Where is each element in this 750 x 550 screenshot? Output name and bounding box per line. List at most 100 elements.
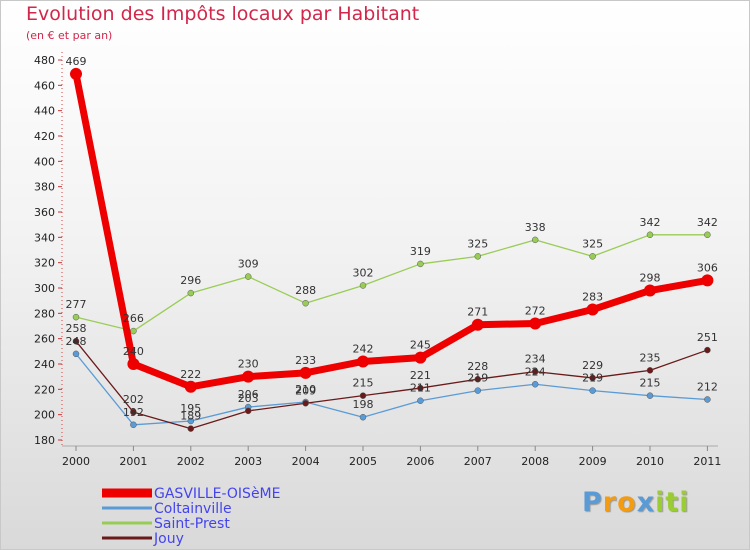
data-label: 224 xyxy=(525,365,546,378)
x-tick-label: 2005 xyxy=(349,455,377,468)
data-label: 233 xyxy=(295,354,316,367)
data-point xyxy=(187,425,195,432)
series-jouy xyxy=(72,337,711,432)
series-saint-prest xyxy=(72,231,711,335)
data-point xyxy=(704,231,711,239)
data-point xyxy=(646,392,654,399)
data-label: 202 xyxy=(123,393,144,406)
data-label: 258 xyxy=(66,322,87,335)
data-point xyxy=(417,397,424,404)
data-label: 230 xyxy=(238,358,259,371)
proxiti-logo: Proxiti xyxy=(582,487,690,518)
y-tick-label: 400 xyxy=(34,155,55,168)
data-point xyxy=(589,387,596,394)
logo-letter: o xyxy=(617,487,637,518)
y-tick-label: 420 xyxy=(34,130,55,143)
logo-letter: x xyxy=(636,487,656,518)
legend-label: Coltainville xyxy=(154,501,232,517)
data-label: 240 xyxy=(123,345,144,358)
legend-item-jouy: Jouy xyxy=(102,531,184,547)
data-point xyxy=(187,289,195,297)
data-label: 215 xyxy=(353,377,374,390)
data-point xyxy=(70,67,82,80)
data-label: 219 xyxy=(467,372,488,385)
data-point xyxy=(474,375,482,383)
data-point xyxy=(646,367,654,374)
x-tick-label: 2010 xyxy=(636,455,664,468)
data-point xyxy=(130,327,137,335)
legend-item-gasville-oiseme: GASVILLE-OISèME xyxy=(102,486,280,502)
data-point xyxy=(302,400,309,407)
y-tick-label: 480 xyxy=(34,54,55,67)
legend-label: Saint-Prest xyxy=(154,516,230,532)
y-tick-label: 180 xyxy=(34,434,55,447)
data-point xyxy=(529,317,542,330)
data-point xyxy=(359,282,367,289)
y-tick-label: 260 xyxy=(34,333,55,346)
data-point xyxy=(130,408,137,416)
data-label: 288 xyxy=(295,284,316,297)
y-tick-label: 440 xyxy=(34,105,55,118)
logo-letter: i xyxy=(655,487,666,518)
data-label: 192 xyxy=(123,406,144,419)
series-line xyxy=(75,234,709,332)
data-label: 309 xyxy=(238,258,259,271)
data-point xyxy=(704,396,711,403)
y-tick-label: 280 xyxy=(34,307,55,320)
data-label: 210 xyxy=(295,383,316,396)
data-point xyxy=(531,368,539,375)
y-tick-label: 200 xyxy=(34,409,55,422)
data-point xyxy=(130,421,137,429)
data-label: 245 xyxy=(410,339,431,352)
data-label: 206 xyxy=(238,388,259,401)
data-point xyxy=(646,231,654,239)
data-point xyxy=(586,303,599,316)
y-tick-label: 320 xyxy=(34,257,55,270)
data-point xyxy=(414,351,427,364)
x-tick-label: 2011 xyxy=(693,455,721,468)
data-label: 203 xyxy=(238,392,259,405)
data-point xyxy=(359,392,367,399)
data-label: 211 xyxy=(410,382,431,395)
data-point xyxy=(644,284,656,297)
series-gasville-oiseme xyxy=(70,67,714,393)
data-label: 325 xyxy=(582,237,603,250)
data-label: 277 xyxy=(66,298,87,311)
chart-subtitle: (en € et par an) xyxy=(26,29,113,42)
y-tick-label: 460 xyxy=(34,79,55,92)
legend-item-coltainville: Coltainville xyxy=(102,501,232,517)
series-line xyxy=(75,340,709,430)
data-label: 228 xyxy=(467,360,488,373)
x-tick-label: 2002 xyxy=(177,455,205,468)
axes: 180 200 220 240 260 280 300 320 340 360 380 400 420 4… xyxy=(34,52,721,468)
labels-saint-prest: 277 266 296 309 288 302 319 325 338 325 342 342 xyxy=(66,216,718,325)
data-label: 221 xyxy=(410,369,431,382)
x-tick-label: 2004 xyxy=(292,455,320,468)
data-point xyxy=(302,299,309,307)
legend: GASVILLE-OISèMEColtainvilleSaint-PrestJo… xyxy=(102,486,280,547)
x-tick-label: 2007 xyxy=(464,455,492,468)
data-label: 229 xyxy=(582,359,603,372)
data-label: 198 xyxy=(353,398,374,411)
data-point xyxy=(474,387,482,394)
data-label: 319 xyxy=(410,245,431,258)
data-label: 251 xyxy=(697,331,718,344)
data-point xyxy=(474,253,482,260)
labels-gasville-oiseme: 469 240 222 230 233 242 245 271 272 283 298 306 xyxy=(66,55,718,381)
labels-jouy: 258 202 189 203 209 215 221 228 234 229 235 251 xyxy=(66,322,718,422)
logo-letter: r xyxy=(602,487,618,518)
labels-coltainville: 248 192 195 206 210 198 211 219 224 219 215 212 xyxy=(66,335,718,419)
data-point xyxy=(417,260,424,268)
data-point xyxy=(704,346,711,354)
data-label: 469 xyxy=(66,55,87,68)
data-label: 235 xyxy=(640,351,661,364)
data-label: 212 xyxy=(697,380,718,393)
data-point xyxy=(244,407,252,415)
logo-letter: t xyxy=(665,487,680,518)
data-point xyxy=(417,384,424,392)
y-tick-label: 220 xyxy=(34,383,55,396)
logo-letter: i xyxy=(679,487,690,518)
